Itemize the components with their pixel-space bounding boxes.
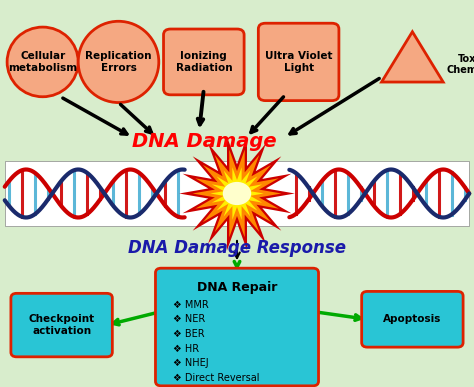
Text: DNA Repair: DNA Repair — [197, 281, 277, 294]
FancyBboxPatch shape — [362, 291, 463, 347]
Ellipse shape — [7, 27, 78, 97]
Text: DNA Damage Response: DNA Damage Response — [128, 239, 346, 257]
FancyBboxPatch shape — [164, 29, 244, 95]
Text: ❖ NER: ❖ NER — [173, 314, 205, 324]
FancyBboxPatch shape — [258, 23, 339, 101]
Polygon shape — [192, 150, 282, 237]
FancyBboxPatch shape — [5, 161, 469, 226]
Text: Ionizing
Radiation: Ionizing Radiation — [175, 51, 232, 73]
Circle shape — [223, 182, 251, 205]
Text: ❖ MMR: ❖ MMR — [173, 300, 209, 310]
Text: ❖ NHEJ: ❖ NHEJ — [173, 358, 209, 368]
FancyBboxPatch shape — [11, 293, 112, 357]
Text: Ultra Violet
Light: Ultra Violet Light — [265, 51, 332, 73]
Ellipse shape — [78, 21, 159, 103]
Text: DNA Damage: DNA Damage — [131, 132, 276, 151]
Text: Cellular
metabolism: Cellular metabolism — [8, 51, 77, 73]
FancyBboxPatch shape — [155, 268, 319, 386]
Text: Checkpoint
activation: Checkpoint activation — [28, 314, 95, 336]
Polygon shape — [210, 167, 264, 220]
Text: Apoptosis: Apoptosis — [383, 314, 442, 324]
Text: ❖ Direct Reversal: ❖ Direct Reversal — [173, 373, 259, 383]
Polygon shape — [382, 32, 443, 82]
Text: ❖ BER: ❖ BER — [173, 329, 205, 339]
Text: Replication
Errors: Replication Errors — [85, 51, 152, 73]
Text: Toxic
Chemical: Toxic Chemical — [447, 54, 474, 75]
Polygon shape — [179, 137, 295, 250]
Text: ❖ HR: ❖ HR — [173, 344, 199, 354]
